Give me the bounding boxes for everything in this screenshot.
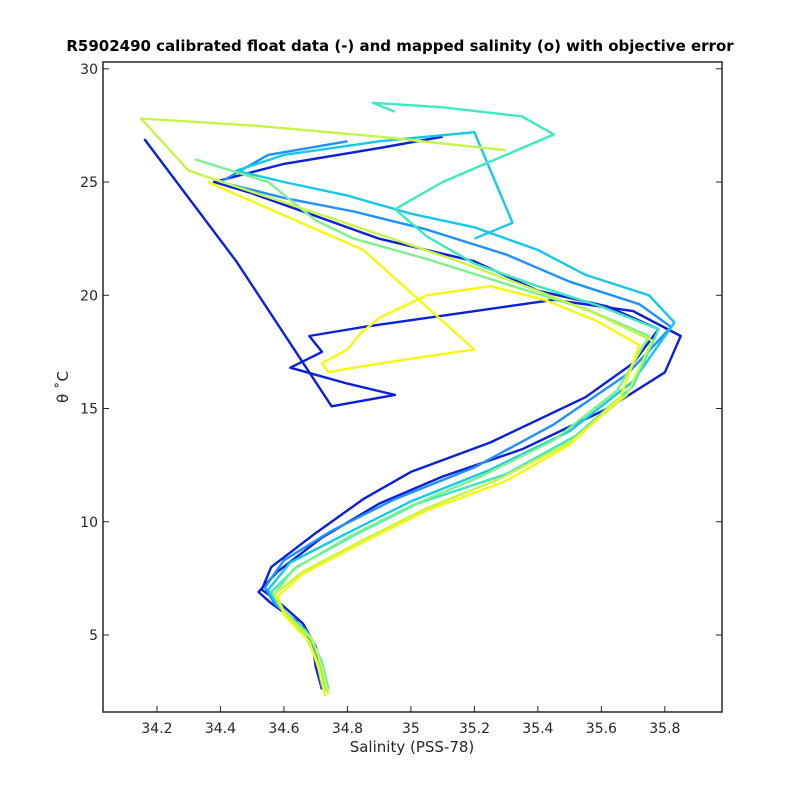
series-line-4 xyxy=(270,101,660,690)
plot-frame xyxy=(102,61,723,713)
y-tick-label-1: 10 xyxy=(80,515,98,531)
series-line-6 xyxy=(139,117,654,695)
x-tick-label-4: 35 xyxy=(402,721,420,737)
x-axis-label: Salinity (PSS-78) xyxy=(350,738,475,756)
series-layer xyxy=(139,101,682,697)
y-tick-label-2: 15 xyxy=(80,402,98,418)
y-axis-label: θ ˚C xyxy=(54,371,72,403)
x-tick-label-6: 35.4 xyxy=(522,721,553,737)
series-line-3 xyxy=(235,130,676,686)
y-tick-label-4: 25 xyxy=(80,175,98,191)
x-tick-label-0: 34.2 xyxy=(141,721,172,737)
series-line-1 xyxy=(143,138,682,690)
x-tick-label-2: 34.6 xyxy=(268,721,299,737)
y-tick-label-3: 20 xyxy=(80,288,98,304)
x-tick-label-7: 35.6 xyxy=(586,721,617,737)
series-line-7 xyxy=(207,180,641,697)
chart-title: R5902490 calibrated float data (-) and m… xyxy=(66,37,734,55)
x-tick-label-1: 34.4 xyxy=(205,721,236,737)
x-tick-label-3: 34.8 xyxy=(332,721,363,737)
x-tick-label-5: 35.2 xyxy=(459,721,490,737)
y-tick-label-0: 5 xyxy=(89,628,98,644)
tick-layer: 34.2 34.4 34.6 34.8 35 35.2 35.4 35.6 35.8 5 10 15 2… xyxy=(80,62,722,737)
x-tick-label-8: 35.8 xyxy=(649,721,680,737)
y-tick-label-5: 30 xyxy=(80,62,98,78)
